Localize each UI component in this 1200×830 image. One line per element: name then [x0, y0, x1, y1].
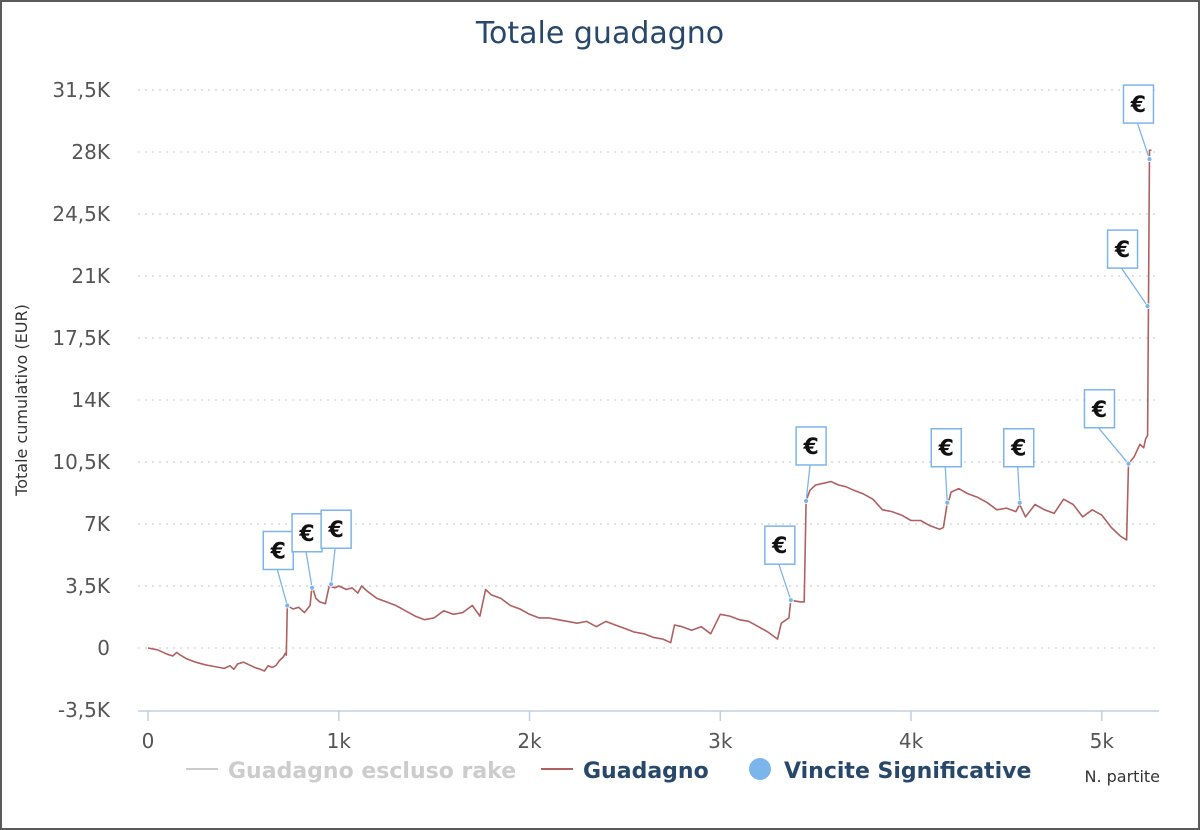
flag-box [1122, 84, 1155, 124]
legend-label-guadagno: Guadagno [583, 759, 709, 784]
flag-vincita-0[interactable]: € [262, 530, 295, 609]
y-tick-label: -3,5K [58, 698, 111, 722]
y-tick-label: 31,5K [52, 78, 111, 102]
y-tick-label: 14K [71, 388, 110, 412]
flag-vincita-2[interactable]: € [320, 509, 352, 588]
y-tick-label: 10,5K [52, 450, 111, 474]
y-tick-label: 7K [84, 512, 111, 536]
flag-label: € [270, 539, 286, 564]
flag-connector [305, 551, 313, 588]
flag-label: € [298, 522, 314, 547]
flag-label: € [802, 435, 818, 460]
x-tick-label: 2k [517, 729, 542, 753]
legend-swatch-circle [749, 758, 771, 780]
vincita-point[interactable] [803, 498, 810, 504]
y-tick-label: 28K [71, 140, 110, 164]
legend-label-guadagno-escluso-rake: Guadagno escluso rake [228, 759, 516, 784]
vincita-point[interactable] [1146, 156, 1153, 162]
vincita-point[interactable] [1016, 499, 1023, 506]
flag-connector [805, 464, 811, 502]
vincita-point[interactable] [787, 597, 794, 604]
y-tick-label: 17,5K [52, 326, 111, 350]
x-tick-label: 0 [142, 729, 155, 753]
flag-vincita-5[interactable]: € [930, 427, 963, 506]
series-group [147, 149, 1152, 672]
flag-connector [1097, 427, 1129, 465]
flag-label: € [1114, 238, 1130, 263]
flag-box [320, 509, 352, 549]
flag-connector [1017, 466, 1021, 503]
flag-connector [276, 569, 288, 606]
x-axis: 0 1k 2k 3k 4k 5k [138, 710, 1159, 753]
y-axis-ticks: -3,5K 0 3,5K 7K 10,5K 14K 17,5K 21K 24,5K 28K 31,5… [52, 78, 111, 722]
x-tick-label: 5k [1090, 729, 1115, 753]
vincita-point[interactable] [1125, 460, 1132, 467]
flag-vincita-7[interactable]: € [1083, 389, 1132, 467]
vincita-point[interactable] [328, 581, 335, 588]
series-line-guadagno[interactable] [147, 149, 1152, 672]
flag-box [1106, 229, 1139, 269]
flag-connector [778, 563, 792, 601]
y-tick-label: 24,5K [52, 202, 111, 226]
flag-vincita-1[interactable]: € [291, 513, 323, 591]
flag-box [795, 426, 827, 466]
y-axis-label: Totale cumulativo (EUR) [12, 304, 31, 497]
legend: Guadagno escluso rake Guadagno Vincite S… [186, 758, 1031, 784]
flag-vincita-9[interactable]: € [1122, 84, 1155, 162]
flag-label: € [1130, 93, 1146, 118]
flag-box [1002, 427, 1035, 468]
flag-label: € [938, 437, 954, 462]
flag-vincita-6[interactable]: € [1002, 427, 1035, 506]
y-tick-label: 0 [97, 636, 110, 660]
flag-box [291, 513, 323, 553]
vincita-point[interactable] [309, 584, 315, 591]
chart-title: Totale guadagno [475, 16, 724, 51]
y-tick-label: 3,5K [65, 574, 111, 598]
flag-label: € [1010, 437, 1026, 462]
flag-connector [330, 548, 336, 585]
flag-box [1083, 389, 1116, 429]
y-tick-label: 21K [71, 264, 110, 288]
x-tick-label: 1k [327, 729, 352, 753]
vincita-point[interactable] [944, 499, 951, 506]
x-tick-label: 4k [899, 729, 924, 753]
flag-box [764, 525, 796, 565]
vincita-point[interactable] [284, 602, 291, 609]
x-axis-label: N. partite [1084, 767, 1160, 786]
flag-connector [1121, 267, 1149, 307]
flag-connector [1136, 122, 1151, 160]
x-tick-label: 3k [708, 729, 733, 753]
flag-vincita-4[interactable]: € [795, 426, 827, 504]
flag-vincita-8[interactable]: € [1106, 229, 1151, 310]
legend-item-guadagno[interactable]: Guadagno [541, 759, 709, 784]
flag-label: € [1091, 398, 1107, 423]
flag-box [930, 427, 963, 468]
flag-connector [944, 466, 948, 503]
flag-label: € [327, 518, 343, 543]
legend-item-guadagno-escluso-rake[interactable]: Guadagno escluso rake [186, 759, 516, 784]
flag-markers: € € € € € € € € € € [262, 84, 1155, 609]
flag-vincita-3[interactable]: € [764, 525, 796, 604]
legend-label-vincite-significative: Vincite Significative [784, 759, 1031, 784]
vincita-point[interactable] [1144, 303, 1151, 310]
legend-item-vincite-significative[interactable]: Vincite Significative [749, 758, 1031, 784]
flag-label: € [771, 534, 787, 559]
